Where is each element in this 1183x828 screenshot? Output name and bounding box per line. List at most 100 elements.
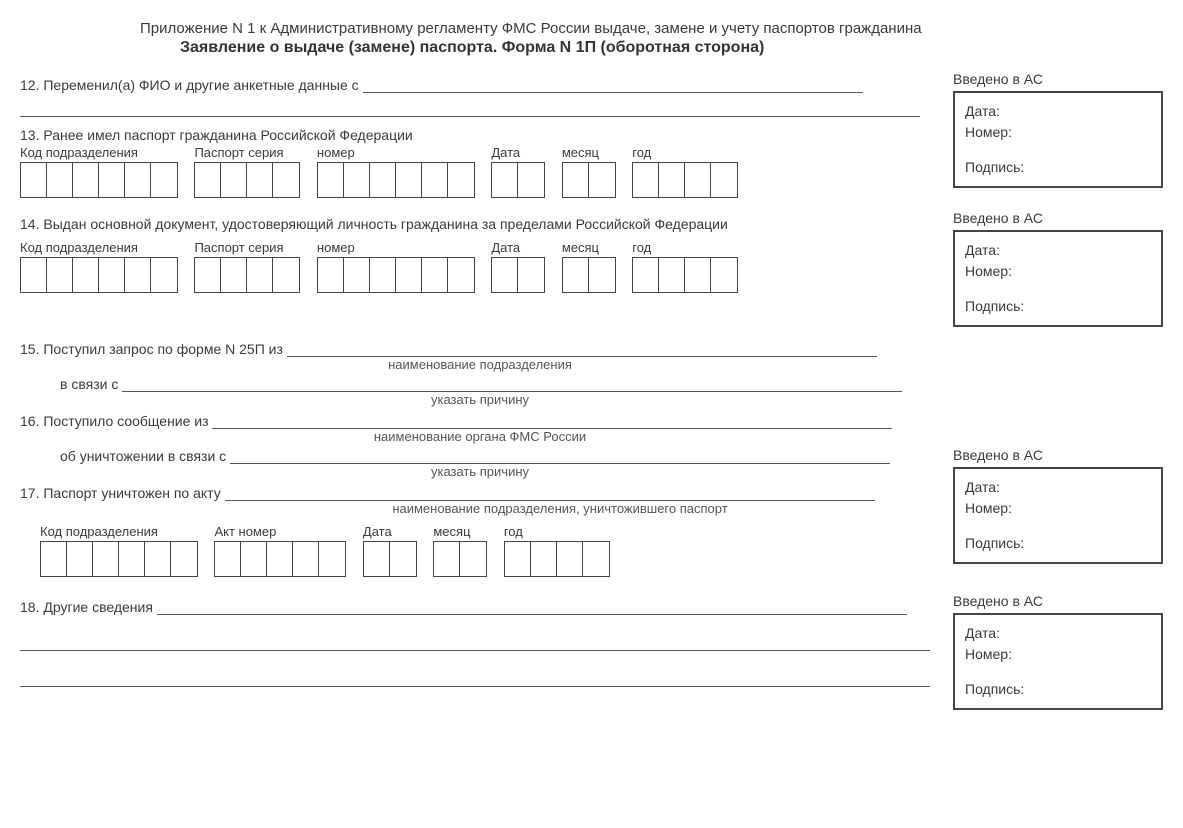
cells-number-13-boxes[interactable] [317,162,475,198]
cells-year-14-boxes[interactable] [632,257,738,293]
item-12-label: 12. Переменил(а) ФИО и другие анкетные д… [20,77,359,93]
item-18-line1[interactable] [157,601,907,615]
item-15-line1[interactable] [287,343,877,357]
label-month-17: месяц [433,524,487,539]
ac-title-1: Введено в АС [953,71,1163,87]
cells-dept-17: Код подразделения [40,524,198,577]
cells-month-17: месяц [433,524,487,577]
cells-dept-17-boxes[interactable] [40,541,198,577]
label-month-14: месяц [562,240,616,255]
ac-title-3: Введено в АС [953,447,1163,463]
label-dept-14: Код подразделения [20,240,178,255]
cells-month-13-boxes[interactable] [562,162,616,198]
ac-number-2: Номер: [965,261,1151,282]
label-date-17: Дата [363,524,417,539]
item-16: 16. Поступило сообщение из [20,413,940,429]
cells-year-13-boxes[interactable] [632,162,738,198]
item-18-line2[interactable] [20,633,930,651]
item-16-hint1: наименование органа ФМС России [20,429,940,444]
cells-date-13-boxes[interactable] [491,162,545,198]
appendix-header: Приложение N 1 к Административному регла… [140,20,1163,37]
cells-series-13-boxes[interactable] [194,162,300,198]
item-17: 17. Паспорт уничтожен по акту [20,485,940,501]
cells-date-13: Дата [491,145,545,198]
ac-title-4: Введено в АС [953,593,1163,609]
item-16-line1[interactable] [212,415,892,429]
label-dept-13: Код подразделения [20,145,178,160]
item-16-sublabel: об уничтожении в связи с [60,448,226,464]
item-13-cell-row: Код подразделения Паспорт серия номер Да… [20,145,940,198]
item-17-label: 17. Паспорт уничтожен по акту [20,485,221,501]
item-12-line2[interactable] [20,99,920,117]
ac-number-1: Номер: [965,122,1151,143]
label-dept-17: Код подразделения [40,524,198,539]
item-13-label: 13. Ранее имел паспорт гражданина Россий… [20,127,940,143]
cells-date-17: Дата [363,524,417,577]
cells-act-17: Акт номер [214,524,346,577]
item-18-label: 18. Другие сведения [20,599,153,615]
label-year-17: год [504,524,610,539]
form-page: Приложение N 1 к Административному регла… [20,20,1163,710]
ac-sign-1: Подпись: [965,157,1151,178]
ac-number-3: Номер: [965,498,1151,519]
cells-date-17-boxes[interactable] [363,541,417,577]
item-15-hint1: наименование подразделения [20,357,940,372]
ac-date-3: Дата: [965,477,1151,498]
label-date-14: Дата [491,240,545,255]
item-15: 15. Поступил запрос по форме N 25П из [20,341,940,357]
item-16-line2[interactable] [230,450,890,464]
item-15-label: 15. Поступил запрос по форме N 25П из [20,341,283,357]
ac-box-4[interactable]: Дата: Номер: Подпись: [953,613,1163,710]
item-12: 12. Переменил(а) ФИО и другие анкетные д… [20,77,940,93]
item-17-cell-row: Код подразделения Акт номер Дата месяц г… [40,524,940,577]
cells-month-17-boxes[interactable] [433,541,487,577]
label-act-17: Акт номер [214,524,346,539]
ac-title-2: Введено в АС [953,210,1163,226]
label-number-14: номер [317,240,475,255]
cells-date-14-boxes[interactable] [491,257,545,293]
cells-series-14-boxes[interactable] [194,257,300,293]
cells-dept-14: Код подразделения [20,240,178,293]
ac-number-4: Номер: [965,644,1151,665]
cells-dept-13: Код подразделения [20,145,178,198]
cells-series-13: Паспорт серия [194,145,300,198]
item-16-label: 16. Поступило сообщение из [20,413,209,429]
ac-box-3[interactable]: Дата: Номер: Подпись: [953,467,1163,564]
cells-number-14-boxes[interactable] [317,257,475,293]
item-16-hint2: указать причину [20,464,940,479]
cells-year-14: год [632,240,738,293]
cells-year-13: год [632,145,738,198]
cells-year-17-boxes[interactable] [504,541,610,577]
label-date-13: Дата [491,145,545,160]
ac-date-4: Дата: [965,623,1151,644]
cells-number-14: номер [317,240,475,293]
item-15-line2[interactable] [122,378,902,392]
label-series-14: Паспорт серия [194,240,300,255]
ac-box-2[interactable]: Дата: Номер: Подпись: [953,230,1163,327]
cells-month-14: месяц [562,240,616,293]
ac-box-1[interactable]: Дата: Номер: Подпись: [953,91,1163,188]
cells-date-14: Дата [491,240,545,293]
label-year-14: год [632,240,738,255]
ac-date-1: Дата: [965,101,1151,122]
cells-act-17-boxes[interactable] [214,541,346,577]
item-12-line1[interactable] [363,79,863,93]
label-series-13: Паспорт серия [194,145,300,160]
item-15-sublabel: в связи с [60,376,118,392]
cells-dept-13-boxes[interactable] [20,162,178,198]
cells-dept-14-boxes[interactable] [20,257,178,293]
label-number-13: номер [317,145,475,160]
ac-sign-4: Подпись: [965,679,1151,700]
item-15-hint2: указать причину [20,392,940,407]
ac-date-2: Дата: [965,240,1151,261]
item-14-label: 14. Выдан основной документ, удостоверяю… [20,216,940,232]
cells-year-17: год [504,524,610,577]
item-18-line3[interactable] [20,669,930,687]
ac-sign-2: Подпись: [965,296,1151,317]
label-year-13: год [632,145,738,160]
item-17-hint1: наименование подразделения, уничтожившег… [180,501,940,516]
item-14-cell-row: Код подразделения Паспорт серия номер Да… [20,240,940,293]
label-month-13: месяц [562,145,616,160]
item-17-line1[interactable] [225,487,875,501]
cells-month-14-boxes[interactable] [562,257,616,293]
